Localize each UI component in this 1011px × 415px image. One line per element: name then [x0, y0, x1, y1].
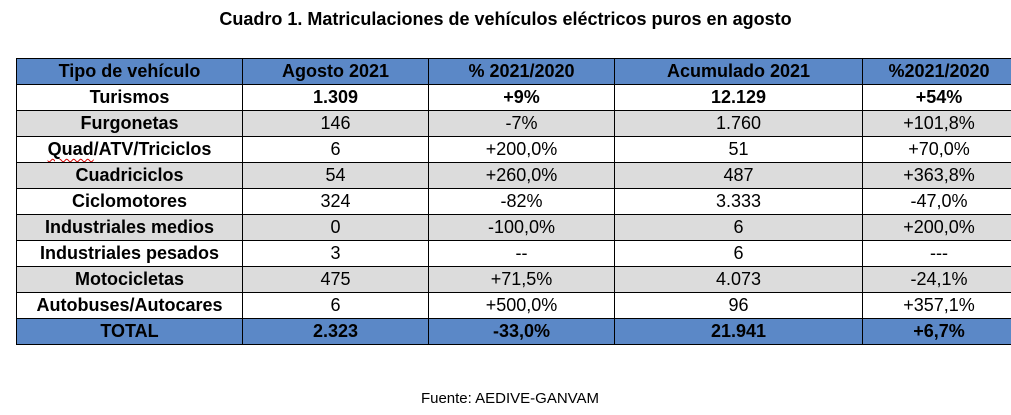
cell-cumulative: 96	[614, 292, 863, 319]
row-label-rest: /ATV/Triciclos	[93, 139, 212, 159]
cell-pct: -82%	[428, 188, 615, 215]
cell-cumulative: 4.073	[614, 266, 863, 293]
cell-cumulative-pct: +101,8%	[862, 110, 1011, 137]
header-vehicle-type: Tipo de vehículo	[16, 58, 243, 85]
cell-cumulative-pct: ---	[862, 240, 1011, 267]
cell-august: 6	[242, 292, 429, 319]
row-label: Cuadriciclos	[16, 162, 243, 189]
cell-pct: +71,5%	[428, 266, 615, 293]
cell-cumulative-pct: +54%	[862, 84, 1011, 111]
cell-august: 146	[242, 110, 429, 137]
cell-cumulative: 6	[614, 240, 863, 267]
cell-august: 3	[242, 240, 429, 267]
cell-cumulative: 487	[614, 162, 863, 189]
cell-cumulative-pct: +70,0%	[862, 136, 1011, 163]
table-row: Industriales medios 0 -100,0% 6 +200,0%	[16, 214, 1011, 241]
header-row: Tipo de vehículo Agosto 2021 % 2021/2020…	[16, 58, 1011, 85]
cell-pct: +9%	[428, 84, 615, 111]
cell-august: 475	[242, 266, 429, 293]
registrations-table: Tipo de vehículo Agosto 2021 % 2021/2020…	[16, 58, 1011, 345]
cell-cumulative-pct: -47,0%	[862, 188, 1011, 215]
cell-august: 1.309	[242, 84, 429, 111]
cell-cumulative-pct: +357,1%	[862, 292, 1011, 319]
row-label: Industriales medios	[16, 214, 243, 241]
cell-august: 0	[242, 214, 429, 241]
header-august-2021: Agosto 2021	[242, 58, 429, 85]
cell-cumulative-pct: +200,0%	[862, 214, 1011, 241]
table-row: Autobuses/Autocares 6 +500,0% 96 +357,1%	[16, 292, 1011, 319]
cell-cumulative: 12.129	[614, 84, 863, 111]
table-title: Cuadro 1. Matriculaciones de vehículos e…	[219, 9, 792, 29]
total-label: TOTAL	[16, 318, 243, 345]
header-cumulative-pct-2021-2020: %2021/2020	[862, 58, 1011, 85]
source-note: Fuente: AEDIVE-GANVAM	[420, 390, 600, 407]
total-row: TOTAL 2.323 -33,0% 21.941 +6,7%	[16, 318, 1011, 345]
row-label: Ciclomotores	[16, 188, 243, 215]
cell-august: 6	[242, 136, 429, 163]
cell-cumulative-pct: +363,8%	[862, 162, 1011, 189]
row-label: Furgonetas	[16, 110, 243, 137]
cell-pct: -100,0%	[428, 214, 615, 241]
cell-pct: +260,0%	[428, 162, 615, 189]
cell-cumulative: 6	[614, 214, 863, 241]
cell-cumulative: 1.760	[614, 110, 863, 137]
cell-august: 54	[242, 162, 429, 189]
cell-pct: -7%	[428, 110, 615, 137]
row-label: Industriales pesados	[16, 240, 243, 267]
cell-pct: +200,0%	[428, 136, 615, 163]
cell-cumulative: 3.333	[614, 188, 863, 215]
row-label: Motocicletas	[16, 266, 243, 293]
table-row: Industriales pesados 3 -- 6 ---	[16, 240, 1011, 267]
cell-cumulative-pct: -24,1%	[862, 266, 1011, 293]
row-label: Quad/ATV/Triciclos	[16, 136, 243, 163]
cell-august: 324	[242, 188, 429, 215]
total-cumulative-pct: +6,7%	[862, 318, 1011, 345]
row-label: Turismos	[16, 84, 243, 111]
table-row: Cuadriciclos 54 +260,0% 487 +363,8%	[16, 162, 1011, 189]
table-row: Furgonetas 146 -7% 1.760 +101,8%	[16, 110, 1011, 137]
header-pct-2021-2020: % 2021/2020	[428, 58, 615, 85]
table-row: Quad/ATV/Triciclos 6 +200,0% 51 +70,0%	[16, 136, 1011, 163]
table-row: Turismos 1.309 +9% 12.129 +54%	[16, 84, 1011, 111]
cell-cumulative: 51	[614, 136, 863, 163]
table-row: Ciclomotores 324 -82% 3.333 -47,0%	[16, 188, 1011, 215]
cell-pct: +500,0%	[428, 292, 615, 319]
header-cumulative-2021: Acumulado 2021	[614, 58, 863, 85]
table-row: Motocicletas 475 +71,5% 4.073 -24,1%	[16, 266, 1011, 293]
row-label: Autobuses/Autocares	[16, 292, 243, 319]
total-pct: -33,0%	[428, 318, 615, 345]
spellcheck-underlined-word: Quad	[47, 139, 94, 159]
cell-pct: --	[428, 240, 615, 267]
total-august: 2.323	[242, 318, 429, 345]
total-cumulative: 21.941	[614, 318, 863, 345]
